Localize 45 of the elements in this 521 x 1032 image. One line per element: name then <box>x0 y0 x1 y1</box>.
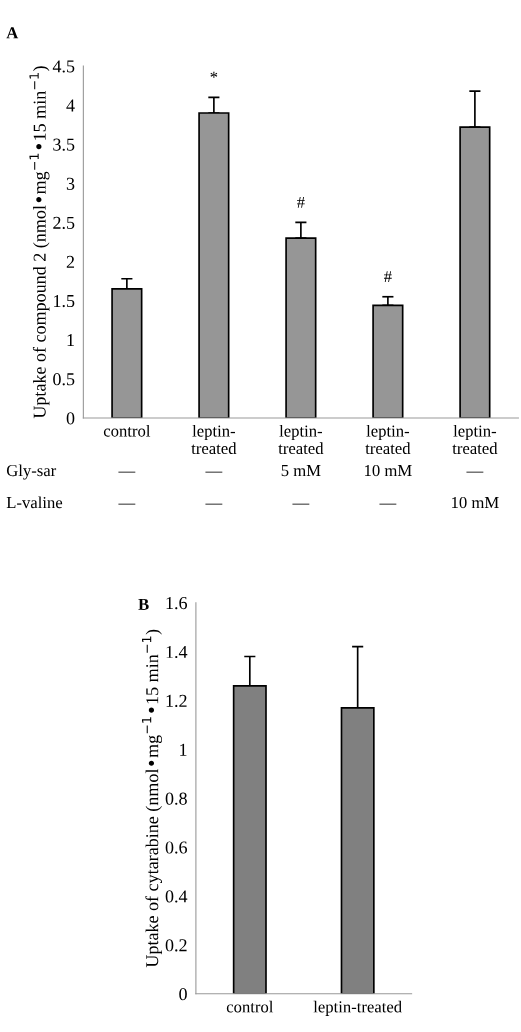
chart-title: A <box>6 27 19 39</box>
data-label: # <box>384 271 392 283</box>
text: — <box>205 471 223 473</box>
text: — <box>379 503 397 505</box>
text: 5 mM <box>281 465 321 477</box>
y-tick-label: 1 <box>180 743 187 756</box>
x-tick-label: control <box>226 1000 274 1013</box>
y-tick-label: 3 <box>66 177 75 190</box>
text: — <box>292 503 310 505</box>
chart-title: B <box>138 598 149 610</box>
y-tick-label: 1.4 <box>166 645 188 659</box>
text: 10 mM <box>365 464 412 477</box>
text: — <box>118 503 136 505</box>
y-tick-label: 0.8 <box>165 792 187 805</box>
x-tick-label: leptin- treated <box>278 424 324 455</box>
y-tick-label: 0.2 <box>165 939 187 952</box>
y-axis-title: Uptake of compound 2 (nmol•mg$^{−1}$•15 min$^{−1}$) <box>29 66 50 419</box>
y-tick-label: 1.5 <box>54 295 75 308</box>
y-tick-label: 0.4 <box>165 890 188 903</box>
data-label: * <box>210 71 218 78</box>
y-tick-label: 1 <box>67 334 74 347</box>
y-tick-label: 1.2 <box>166 694 187 707</box>
text: 10 mM <box>452 496 499 509</box>
data-label: # <box>297 196 305 208</box>
text: — <box>205 503 223 505</box>
x-tick-label: leptin- treated <box>452 424 498 455</box>
y-tick-label: 4.5 <box>52 60 75 73</box>
y-tick-label: 2.5 <box>53 216 75 229</box>
x-tick-label: leptin- treated <box>365 424 411 455</box>
text: Gly-sar <box>6 464 57 480</box>
y-axis-title: Uptake of cytarabine (nmol•mg$^{−1}$•15 min$^{−1}$) <box>141 629 163 968</box>
x-tick-label: control <box>103 424 151 437</box>
y-tick-label: 0 <box>179 988 187 1001</box>
y-tick-label: 1.6 <box>166 597 188 610</box>
x-tick-label: leptin- treated <box>191 424 237 455</box>
text: — <box>118 471 136 473</box>
y-tick-label: 4 <box>66 99 75 112</box>
y-tick-label: 0.6 <box>165 841 188 854</box>
x-tick-label: leptin-treated <box>313 1000 402 1016</box>
text: — <box>466 471 484 473</box>
text: L-valine <box>6 496 63 509</box>
y-tick-label: 3.5 <box>53 138 75 151</box>
y-tick-label: 0 <box>66 412 75 425</box>
y-tick-label: 0.5 <box>53 373 75 386</box>
y-tick-label: 2 <box>66 255 75 268</box>
